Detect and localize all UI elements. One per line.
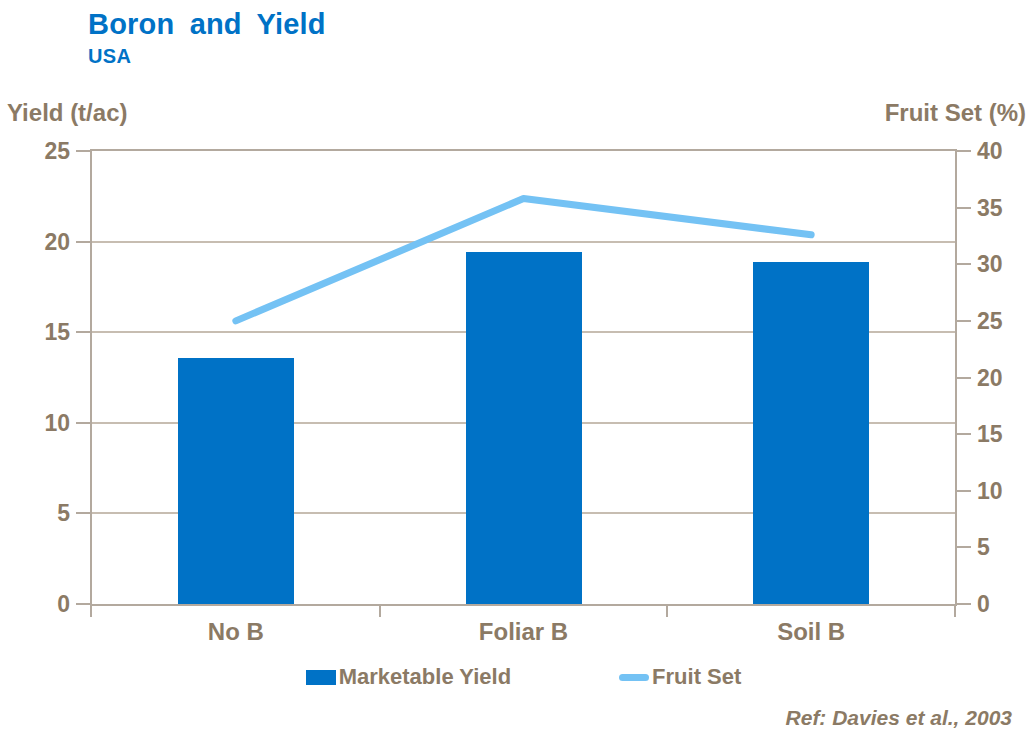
right-tick bbox=[957, 150, 971, 152]
right-tick bbox=[957, 320, 971, 322]
bottom-tick bbox=[90, 606, 92, 617]
left-tick-label: 25 bbox=[8, 137, 70, 165]
left-tick-label: 20 bbox=[8, 228, 70, 256]
category-label-no-b: No B bbox=[92, 618, 380, 646]
left-tick bbox=[76, 422, 90, 424]
right-tick-label: 35 bbox=[977, 194, 1034, 222]
bar-foliar-b bbox=[466, 252, 582, 604]
plot-area bbox=[90, 149, 957, 606]
right-tick bbox=[957, 603, 971, 605]
bar-soil-b bbox=[753, 262, 869, 604]
legend-item-fruit-set: Fruit Set bbox=[619, 664, 741, 690]
bottom-tick bbox=[666, 606, 668, 617]
bar-swatch-icon bbox=[306, 670, 336, 685]
right-tick bbox=[957, 433, 971, 435]
bar-no-b bbox=[178, 358, 294, 604]
category-label-soil-b: Soil B bbox=[667, 618, 955, 646]
bottom-tick bbox=[954, 606, 956, 617]
left-tick-label: 15 bbox=[8, 318, 70, 346]
right-tick bbox=[957, 490, 971, 492]
right-tick-label: 15 bbox=[977, 420, 1034, 448]
chart-subtitle: USA bbox=[88, 45, 131, 68]
right-tick-label: 20 bbox=[977, 364, 1034, 392]
line-swatch-icon bbox=[619, 674, 649, 681]
left-tick-label: 10 bbox=[8, 409, 70, 437]
right-tick-label: 10 bbox=[977, 477, 1034, 505]
right-axis-title: Fruit Set (%) bbox=[885, 99, 1026, 127]
left-tick bbox=[76, 150, 90, 152]
right-tick-label: 30 bbox=[977, 250, 1034, 278]
left-axis-title: Yield (t/ac) bbox=[7, 99, 127, 127]
right-tick-label: 5 bbox=[977, 533, 1034, 561]
chart-title: Boron and Yield bbox=[88, 8, 326, 41]
right-tick bbox=[957, 207, 971, 209]
legend-label: Fruit Set bbox=[652, 664, 741, 690]
left-tick bbox=[76, 512, 90, 514]
right-tick bbox=[957, 546, 971, 548]
left-tick bbox=[76, 603, 90, 605]
reference-text: Ref: Davies et al., 2003 bbox=[786, 706, 1012, 730]
slide: Boron and Yield USA Yield (t/ac) Fruit S… bbox=[0, 0, 1034, 745]
left-tick bbox=[76, 241, 90, 243]
legend-item-marketable-yield: Marketable Yield bbox=[306, 664, 511, 690]
right-tick-label: 40 bbox=[977, 137, 1034, 165]
legend: Marketable Yield Fruit Set bbox=[90, 664, 957, 690]
left-tick bbox=[76, 331, 90, 333]
legend-label: Marketable Yield bbox=[339, 664, 511, 690]
gridline bbox=[92, 241, 955, 243]
right-tick-label: 25 bbox=[977, 307, 1034, 335]
right-tick-label: 0 bbox=[977, 590, 1034, 618]
left-tick-label: 5 bbox=[8, 499, 70, 527]
category-label-foliar-b: Foliar B bbox=[380, 618, 668, 646]
right-tick bbox=[957, 377, 971, 379]
left-tick-label: 0 bbox=[8, 590, 70, 618]
right-tick bbox=[957, 263, 971, 265]
bottom-tick bbox=[379, 606, 381, 617]
